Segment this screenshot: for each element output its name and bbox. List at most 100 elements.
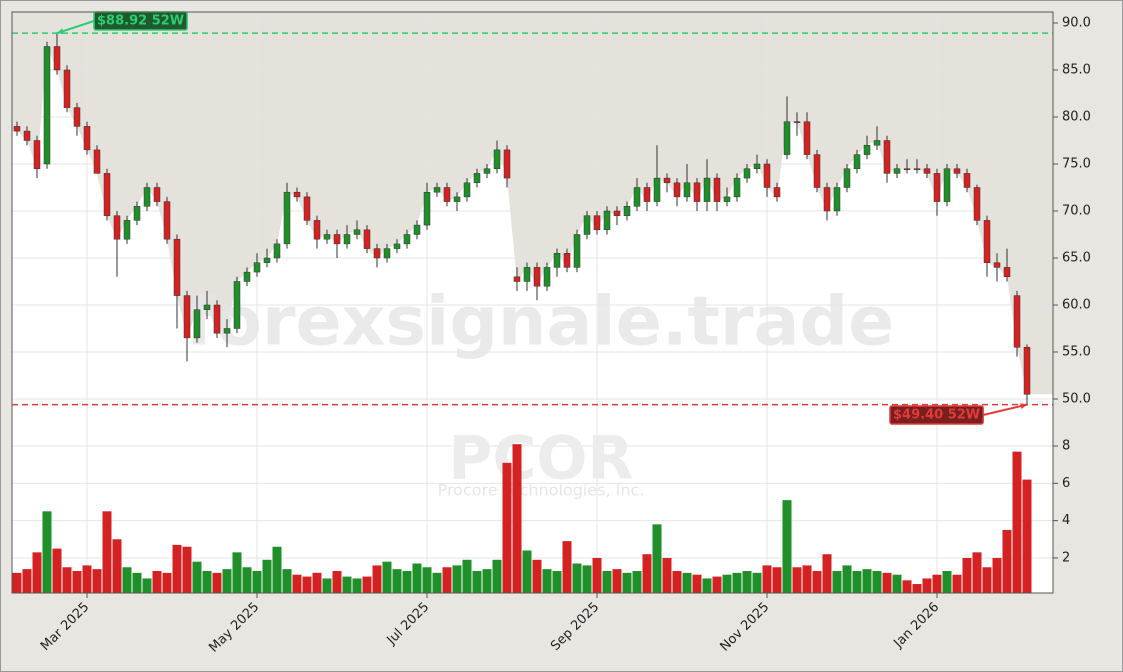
y-tick-label: 6 bbox=[1062, 476, 1070, 491]
volume-bar bbox=[152, 570, 162, 593]
candle-body bbox=[523, 267, 531, 282]
candle-body bbox=[213, 304, 221, 334]
volume-bar bbox=[572, 563, 582, 593]
candle-body bbox=[603, 210, 611, 231]
volume-bar bbox=[182, 546, 192, 593]
volume-bar bbox=[902, 580, 912, 593]
candle-body bbox=[723, 196, 731, 202]
volume-bar bbox=[942, 570, 952, 593]
volume-bar bbox=[712, 576, 722, 593]
candle-body bbox=[53, 46, 61, 71]
volume-bar bbox=[482, 569, 492, 593]
y-tick-label: 55.0 bbox=[1062, 344, 1091, 359]
volume-bar bbox=[332, 570, 342, 593]
y-tick-label: 85.0 bbox=[1062, 62, 1091, 77]
candle-body bbox=[543, 267, 551, 287]
volume-bar bbox=[382, 561, 392, 593]
volume-bar bbox=[622, 572, 632, 593]
volume-bar bbox=[432, 572, 442, 593]
candle-body bbox=[623, 206, 631, 216]
annotation-arrowhead bbox=[57, 28, 64, 35]
volume-bar bbox=[462, 559, 472, 593]
candle-body bbox=[363, 229, 371, 249]
annotation-arrowhead bbox=[1020, 403, 1027, 410]
volume-bar bbox=[532, 559, 542, 593]
watermark: Procore Technologies, Inc. bbox=[438, 481, 645, 500]
volume-bar bbox=[882, 572, 892, 593]
volume-bar bbox=[102, 511, 112, 593]
volume-bar bbox=[172, 544, 182, 593]
volume-bar bbox=[22, 569, 32, 593]
candle-body bbox=[953, 168, 961, 174]
volume-bar bbox=[492, 559, 502, 593]
volume-bar bbox=[922, 578, 932, 593]
candle-body bbox=[483, 168, 491, 174]
watermark: PCOR bbox=[448, 424, 633, 494]
volume-bar bbox=[392, 569, 402, 593]
volume-bar bbox=[552, 570, 562, 593]
candle-body bbox=[973, 187, 981, 221]
candle-body bbox=[813, 154, 821, 188]
candle-body bbox=[1023, 347, 1031, 395]
candle-body bbox=[23, 130, 31, 141]
volume-bar bbox=[642, 554, 652, 593]
volume-bar bbox=[842, 565, 852, 593]
candle-body bbox=[1013, 295, 1021, 348]
candle-body bbox=[683, 182, 691, 198]
candle-body bbox=[453, 196, 461, 202]
candle-body bbox=[83, 126, 91, 151]
volume-bar bbox=[232, 552, 242, 593]
candle-body bbox=[203, 304, 211, 310]
candle-body bbox=[283, 191, 291, 245]
volume-bar bbox=[762, 565, 772, 593]
volume-bar bbox=[892, 574, 902, 593]
candle-body bbox=[743, 168, 751, 179]
volume-bar bbox=[732, 572, 742, 593]
candle-body bbox=[333, 234, 341, 245]
volume-bar bbox=[672, 570, 682, 593]
volume-bar bbox=[1012, 451, 1022, 593]
volume-bar bbox=[722, 574, 732, 593]
volume-bar bbox=[372, 565, 382, 593]
y-tick-label: 90.0 bbox=[1062, 15, 1091, 30]
candle-body bbox=[583, 215, 591, 235]
y-tick-label: 65.0 bbox=[1062, 250, 1091, 265]
volume-bar bbox=[512, 444, 522, 593]
candle-body bbox=[513, 276, 521, 282]
volume-bar bbox=[412, 563, 422, 593]
volume-bar bbox=[772, 567, 782, 593]
candle-body bbox=[193, 309, 201, 339]
y-tick-label: 8 bbox=[1062, 439, 1070, 454]
candle-body bbox=[73, 107, 81, 127]
candle-body bbox=[353, 229, 361, 235]
volume-bar bbox=[832, 570, 842, 593]
volume-bar bbox=[202, 570, 212, 593]
candle-body bbox=[963, 173, 971, 188]
volume-bar bbox=[352, 578, 362, 593]
volume-bar bbox=[402, 570, 412, 593]
candle-body bbox=[573, 234, 581, 268]
candle-body bbox=[13, 126, 21, 132]
candle-body bbox=[323, 234, 331, 240]
volume-bar bbox=[252, 570, 262, 593]
candle-body bbox=[703, 177, 711, 202]
volume-bar bbox=[702, 578, 712, 593]
volume-bar bbox=[242, 567, 252, 593]
candle-body bbox=[763, 163, 771, 188]
candle-body bbox=[873, 140, 881, 146]
candle-body bbox=[933, 173, 941, 202]
candle-body bbox=[613, 210, 621, 216]
volume-bar bbox=[952, 574, 962, 593]
volume-bar bbox=[982, 567, 992, 593]
y-tick-label: 70.0 bbox=[1062, 203, 1091, 218]
volume-bar bbox=[112, 539, 122, 593]
candle-body bbox=[33, 140, 41, 169]
candle-body bbox=[733, 177, 741, 198]
volume-bar bbox=[272, 546, 282, 593]
volume-bar bbox=[312, 572, 322, 593]
candle-body bbox=[713, 177, 721, 202]
volume-bar bbox=[812, 570, 822, 593]
y-tick-label: 60.0 bbox=[1062, 297, 1091, 312]
candle-body bbox=[653, 177, 661, 202]
candle-body bbox=[863, 144, 871, 155]
